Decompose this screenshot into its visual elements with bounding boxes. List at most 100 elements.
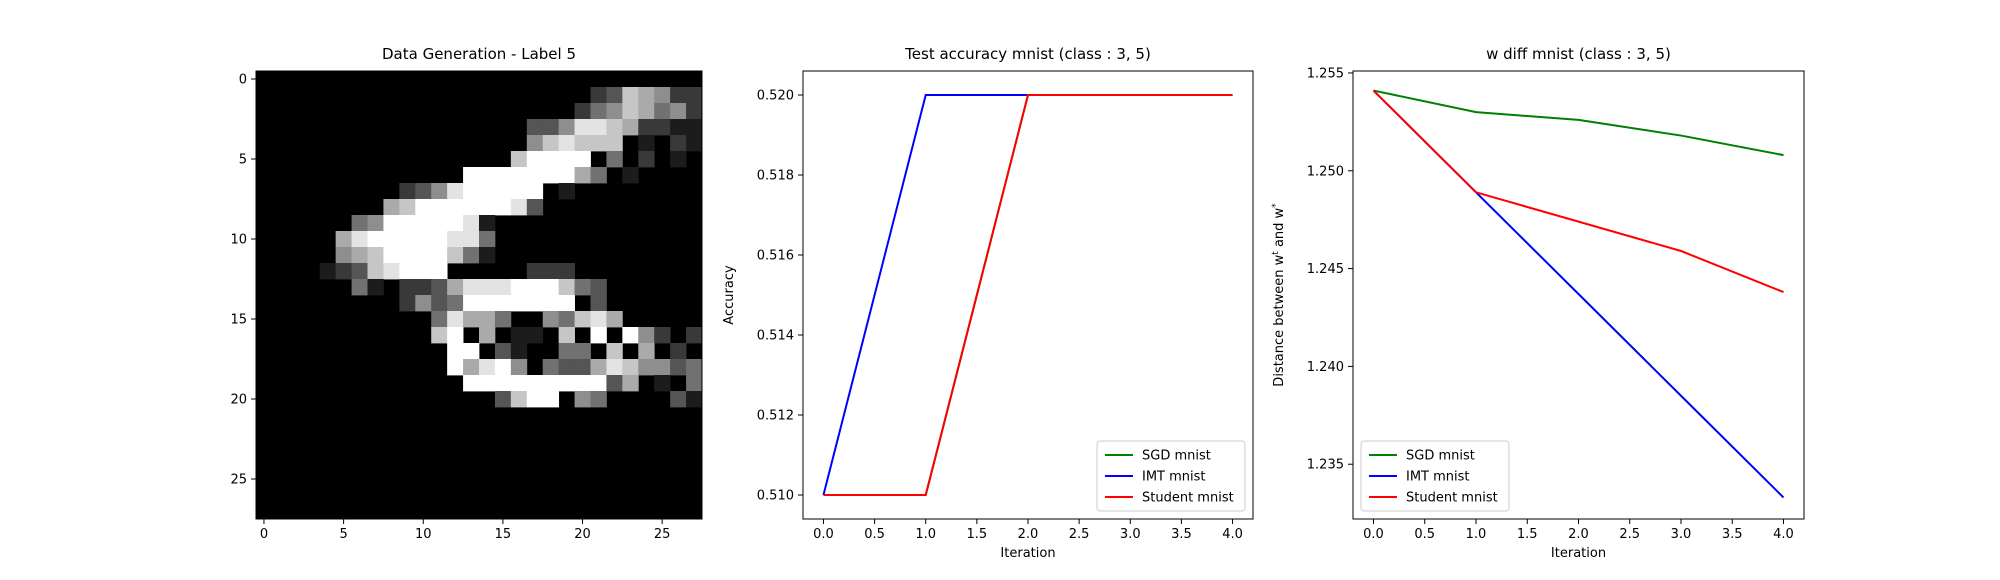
heatmap-cell xyxy=(510,199,528,216)
heatmap-cell xyxy=(494,343,512,360)
x-tick-label: 2.5 xyxy=(1069,527,1090,542)
heatmap-cell xyxy=(606,359,623,376)
heatmap-cell xyxy=(431,279,448,296)
heatmap-cell xyxy=(638,87,655,104)
heatmap-cell xyxy=(670,103,687,120)
y-tick-label: 0.518 xyxy=(757,169,794,184)
heatmap-cell xyxy=(526,151,544,168)
heatmap-cell xyxy=(606,151,623,168)
heatmap-cell xyxy=(558,279,575,296)
x-tick-label: 1.0 xyxy=(915,527,936,542)
x-tick-label: 0.0 xyxy=(813,527,834,542)
heatmap-cell xyxy=(463,231,480,248)
heatmap-cell xyxy=(670,87,687,104)
heatmap-cell xyxy=(654,359,671,376)
heatmap-cell xyxy=(383,199,400,216)
heatmap-cell xyxy=(638,343,655,360)
heatmap-cell xyxy=(351,279,368,296)
heatmap-cell xyxy=(526,135,544,152)
heatmap-cell xyxy=(431,247,448,264)
heatmap-cell xyxy=(526,183,544,200)
heatmap-cell xyxy=(367,263,384,280)
heatmap-cell xyxy=(383,263,400,280)
heatmap-cell xyxy=(622,327,639,344)
heatmap-cell xyxy=(590,119,607,136)
x-tick-label: 20 xyxy=(574,527,591,542)
heatmap-cell xyxy=(463,183,480,200)
heatmap-cell xyxy=(463,311,480,328)
y-tick-label: 0.510 xyxy=(757,489,794,504)
heatmap-cell xyxy=(686,87,703,104)
heatmap-cell xyxy=(526,119,544,136)
heatmap-cell xyxy=(654,87,671,104)
y-tick-label: 20 xyxy=(230,393,247,408)
x-tick-label: 2.0 xyxy=(1568,527,1589,542)
y-tick-label: 1.245 xyxy=(1307,262,1344,277)
heatmap-cell xyxy=(670,135,687,152)
heatmap-cell xyxy=(526,327,544,344)
heatmap-cell xyxy=(399,215,416,232)
heatmap-cell xyxy=(399,183,416,200)
heatmap-cell xyxy=(463,359,480,376)
heatmap-cell xyxy=(606,375,623,392)
heatmap-cell xyxy=(558,343,575,360)
heatmap-cell xyxy=(606,135,623,152)
heatmap-cell xyxy=(431,199,448,216)
series-line-sgd-mnist xyxy=(1373,89,1784,157)
y-axis-label: Distance between wt and w* xyxy=(1271,203,1287,387)
heatmap-cell xyxy=(574,391,591,408)
heatmap-cell xyxy=(447,215,464,232)
heatmap-cell xyxy=(606,103,623,120)
heatmap-cell xyxy=(542,263,560,280)
heatmap-cell xyxy=(638,327,655,344)
heatmap-cell xyxy=(367,247,384,264)
x-tick-label: 4.0 xyxy=(1222,527,1243,542)
heatmap-cell xyxy=(479,375,496,392)
heatmap-cell xyxy=(463,295,480,312)
heatmap-cell xyxy=(479,327,496,344)
heatmap-cell xyxy=(558,183,575,200)
heatmap-cell xyxy=(526,279,544,296)
heatmap-cell xyxy=(415,199,432,216)
heatmap-cell xyxy=(622,359,639,376)
x-tick-label: 2.0 xyxy=(1018,527,1039,542)
x-tick-label: 0.0 xyxy=(1363,527,1384,542)
heatmap-cell xyxy=(510,391,528,408)
heatmap-cell xyxy=(574,311,591,328)
heatmap-cell xyxy=(590,167,607,184)
x-tick-label: 15 xyxy=(495,527,512,542)
heatmap-cell xyxy=(447,199,464,216)
heatmap-cell xyxy=(510,151,528,168)
heatmap-cell xyxy=(383,247,400,264)
heatmap-cell xyxy=(351,231,368,248)
heatmap-cell xyxy=(526,391,544,408)
line-chart-1: Test accuracy mnist (class : 3, 5) 0.0 0.5… xyxy=(722,45,1254,561)
heatmap-cell xyxy=(431,263,448,280)
y-tick-label: 1.235 xyxy=(1307,458,1344,473)
heatmap-cell xyxy=(431,311,448,328)
y-axis-label-part: and w xyxy=(1272,207,1287,251)
heatmap-cell xyxy=(670,343,687,360)
x-tick-label: 0.5 xyxy=(864,527,885,542)
line-chart-2: w diff mnist (class : 3, 5) 0.0 0.5 1.0 1.5 2… xyxy=(1271,45,1805,561)
heatmap-cell xyxy=(335,263,352,280)
series-line-sgd-mnist xyxy=(823,94,1233,496)
chart-title: Data Generation - Label 5 xyxy=(382,45,576,63)
heatmap-cell xyxy=(431,295,448,312)
heatmap-cell xyxy=(319,263,337,280)
legend-box xyxy=(1360,440,1510,512)
heatmap-cell xyxy=(447,359,464,376)
series-line-imt-mnist xyxy=(822,94,1233,496)
heatmap-cell xyxy=(638,359,655,376)
x-tick-label: 5 xyxy=(339,527,347,542)
legend: SGD mnist IMT mnist Student mnist xyxy=(1360,440,1510,512)
y-tick-label: 0.516 xyxy=(757,249,794,264)
x-axis-label: Iteration xyxy=(1551,546,1606,561)
heatmap-cell xyxy=(542,359,560,376)
heatmap-cell xyxy=(494,311,512,328)
heatmap-cell xyxy=(670,391,687,408)
heatmap-cell xyxy=(558,151,575,168)
heatmap-cell xyxy=(526,295,544,312)
heatmap-cell xyxy=(479,359,496,376)
